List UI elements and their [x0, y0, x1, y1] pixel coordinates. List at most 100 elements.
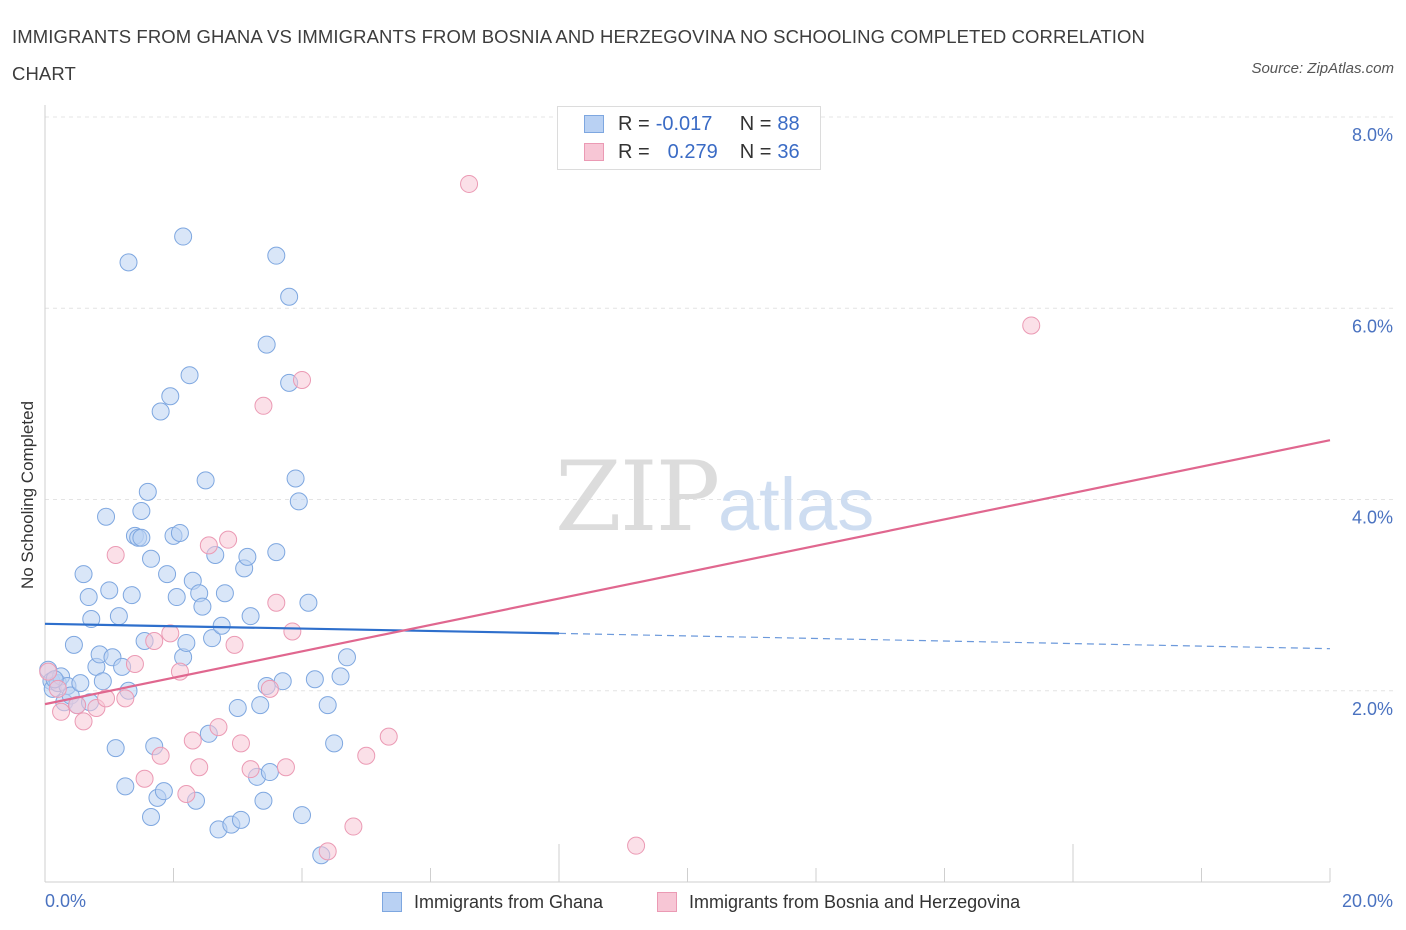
bosnia-swatch	[584, 143, 604, 161]
bosnia-point	[74, 712, 93, 731]
ghana-point	[212, 616, 231, 635]
source-label: Source: ZipAtlas.com	[1251, 60, 1394, 77]
ghana-point	[161, 387, 180, 406]
bosnia-legend-label: Immigrants from Bosnia and Herzegovina	[689, 891, 1021, 912]
ghana-point	[132, 528, 151, 547]
ghana-point	[251, 696, 270, 715]
bosnia-point	[1022, 316, 1041, 335]
y-axis-title: No Schooling Completed	[18, 401, 37, 589]
ghana-points	[39, 227, 356, 865]
bottom-legend-ghana: Immigrants from Ghana	[382, 889, 603, 915]
ghana-n-value: 88	[777, 112, 800, 135]
bosnia-point	[260, 679, 279, 698]
ghana-point	[293, 806, 311, 825]
ghana-point	[196, 471, 215, 490]
ghana-point	[180, 366, 199, 385]
ghana-point	[299, 593, 318, 612]
trendlines	[44, 439, 1331, 706]
y-tick-label: 8.0%	[1352, 125, 1393, 145]
ghana-point	[100, 581, 119, 600]
ghana-point	[228, 698, 247, 717]
r-label: R =	[618, 140, 650, 163]
watermark-atlas: atlas	[718, 463, 874, 546]
ghana-point	[106, 739, 125, 758]
ghana-point	[238, 547, 257, 566]
ghana-point	[154, 782, 173, 801]
ghana-r-value: -0.017	[655, 112, 713, 135]
ghana-legend-swatch	[382, 892, 402, 912]
bosnia-point	[106, 545, 125, 564]
ghana-point	[116, 777, 135, 796]
ghana-point	[122, 586, 141, 605]
ghana-point	[132, 501, 151, 520]
bosnia-points	[39, 174, 1041, 861]
ghana-point	[174, 227, 193, 246]
bosnia-point	[125, 654, 144, 673]
bosnia-n-value: 36	[777, 140, 800, 163]
ghana-point	[142, 807, 161, 826]
bosnia-point	[241, 760, 260, 779]
bosnia-point	[151, 746, 170, 765]
bosnia-point	[276, 758, 295, 777]
ghana-point	[119, 253, 138, 272]
ghana-point	[337, 648, 356, 667]
bosnia-point	[344, 817, 363, 836]
n-label: N =	[739, 140, 772, 163]
legend-row-ghana: R = -0.017 N = 88	[584, 111, 800, 137]
ghana-point	[286, 469, 305, 488]
ghana-point	[158, 565, 177, 584]
bosnia-point	[219, 530, 238, 549]
chart-title: IMMIGRANTS FROM GHANA VS IMMIGRANTS FROM…	[12, 26, 1145, 84]
grid-lines	[45, 116, 1395, 692]
ghana-point	[193, 597, 212, 616]
bosnia-point	[231, 734, 250, 753]
watermark-zip: ZIP	[555, 441, 718, 553]
bosnia-point	[267, 593, 286, 612]
bosnia-point	[225, 635, 244, 654]
ghana-point	[151, 402, 170, 421]
ghana-point	[331, 667, 350, 686]
r-label: R =	[618, 112, 650, 135]
ghana-point	[170, 523, 189, 542]
bosnia-point	[209, 718, 228, 737]
ghana-point	[280, 287, 299, 306]
ghana-swatch	[584, 115, 604, 133]
ghana-legend-label: Immigrants from Ghana	[414, 891, 604, 912]
bosnia-point	[199, 536, 218, 555]
ghana-point	[93, 672, 112, 691]
y-tick-label: 4.0%	[1352, 508, 1393, 528]
ghana-point	[64, 635, 83, 654]
ghana-point	[109, 607, 128, 626]
bosnia-point	[190, 758, 209, 777]
axes	[44, 105, 1331, 883]
ghana-point	[142, 549, 161, 568]
ghana-point	[267, 543, 286, 562]
bosnia-point	[379, 727, 398, 746]
bosnia-point	[183, 731, 202, 750]
ghana-point	[260, 763, 279, 782]
ghana-point	[167, 588, 186, 607]
stats-legend: R = -0.017 N = 88 R = 0.279 N = 36	[557, 106, 821, 170]
ghana-point	[138, 482, 157, 501]
ghana-point	[231, 810, 250, 829]
bosnia-point	[116, 689, 135, 708]
bosnia-point	[48, 679, 67, 698]
ghana-point	[257, 335, 276, 354]
ghana-point	[241, 607, 260, 626]
ghana-point	[177, 633, 196, 652]
ghana-point	[267, 246, 286, 265]
n-label: N =	[739, 112, 772, 135]
bosnia-point	[627, 836, 646, 855]
bosnia-point	[283, 622, 302, 641]
tick-labels: 2.0% 4.0% 6.0% 8.0% 0.0% 20.0%	[45, 125, 1393, 911]
bottom-legend-bosnia: Immigrants from Bosnia and Herzegovina	[657, 889, 1020, 915]
bosnia-legend-swatch	[657, 892, 677, 912]
bosnia-point	[97, 689, 116, 708]
watermark: ZIP atlas	[555, 441, 874, 553]
bosnia-point	[135, 769, 154, 788]
bosnia-trendline	[44, 439, 1331, 706]
ghana-trendline-extension	[558, 632, 1331, 650]
ghana-point	[71, 674, 90, 693]
ghana-point	[215, 584, 234, 603]
